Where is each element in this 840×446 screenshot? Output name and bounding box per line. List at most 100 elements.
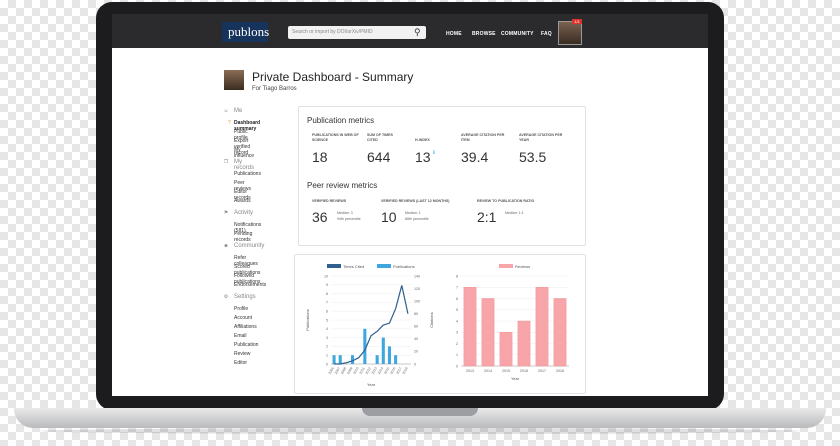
legend-swatch-publications [377, 264, 391, 268]
sidebar-item-endorsements[interactable]: Endorsements [234, 282, 267, 288]
sidebar-section-settings: Settings [234, 294, 256, 300]
x-tick-label: 2010 [352, 366, 359, 375]
laptop-base [14, 408, 826, 428]
user-avatar[interactable] [558, 21, 582, 45]
x-tick-label: 2014 [377, 366, 384, 375]
legend-label-publications: Publications [393, 264, 415, 269]
sidebar-item-followed-publications[interactable]: Followed publications [234, 273, 261, 285]
sidebar-item-notifications[interactable]: Notifications (581) [234, 222, 262, 234]
metric-label-review-ratio: REVIEW TO PUBLICATION RATIO [477, 199, 535, 203]
metric-note-median-12m: Median: 1 [405, 211, 421, 215]
sidebar-item-peer-reviews[interactable]: Peer reviews [234, 180, 251, 192]
publication-metrics-title: Publication metrics [307, 116, 375, 125]
x-tick-label: 2013 [466, 369, 474, 373]
sidebar-item-scored-publications[interactable]: Scored publications [234, 264, 261, 276]
notification-badge[interactable]: 1/1 [572, 19, 582, 24]
metric-value-avg-citation-item: 39.4 [461, 149, 489, 165]
sidebar-item-public-profile[interactable]: Public profile [234, 129, 248, 141]
metric-label-verified-reviews-12m: VERIFIED REVIEWS (LAST 12 MONTHS) [381, 199, 450, 203]
peer-review-metrics-title: Peer review metrics [307, 181, 378, 190]
sidebar-item-account[interactable]: Account [234, 315, 253, 321]
sidebar-item-awards[interactable]: Awards [234, 198, 251, 204]
x-tick-label: 2006 [328, 366, 335, 375]
nav-home[interactable]: HOME [446, 31, 462, 37]
x-tick-label: 2017 [538, 369, 546, 373]
sidebar-item-publication-settings[interactable]: Publication [234, 342, 259, 348]
review-bar [499, 332, 513, 367]
sidebar-item-export-record[interactable]: Export verified record [234, 138, 251, 156]
sidebar-item-review-settings[interactable]: Review [234, 351, 251, 357]
y-tick-label: 7 [456, 286, 458, 290]
y-tick-label: 7 [326, 301, 328, 305]
search-icon[interactable]: ⚲ [414, 27, 421, 37]
community-icon: ☻ [223, 243, 229, 249]
screen: publons Search or import by DOI/arXiv/PM… [112, 14, 708, 396]
publication-bar [381, 337, 385, 364]
x-tick-label: 2013 [371, 366, 378, 375]
x-tick-label: 2009 [346, 366, 353, 375]
y-tick-label: 6 [456, 297, 458, 301]
metric-note-percentile-12m: 88th percentile [405, 217, 429, 221]
metric-note-ratio-median: Median: 1:1 [505, 211, 524, 215]
y2-tick-label: 140 [414, 274, 420, 278]
sidebar-item-editor-settings[interactable]: Editor [234, 360, 248, 366]
x-tick-label: 2016 [520, 369, 528, 373]
metric-note-median: Median: 3 [337, 211, 353, 215]
legend-swatch-times-cited [327, 264, 341, 268]
top-nav-bar: publons Search or import by DOI/arXiv/PM… [112, 14, 708, 48]
sidebar-section-records: My records [234, 159, 255, 171]
y-tick-label: 3 [326, 336, 328, 340]
x-tick-label: 2008 [340, 366, 347, 375]
y-tick-label: 1 [326, 354, 328, 358]
sidebar-section-me: Me [234, 108, 243, 114]
sidebar-item-email[interactable]: Email [234, 333, 247, 339]
x-tick-label: 2015 [502, 369, 510, 373]
y-tick-label: 10 [324, 274, 328, 278]
metric-value-h-index: 13 [415, 149, 431, 165]
metric-value-times-cited: 644 [367, 149, 391, 165]
legend-swatch-reviews [499, 264, 513, 268]
metric-value-verified-reviews: 36 [312, 209, 328, 225]
y-tick-label: 8 [326, 292, 328, 296]
legend-label-times-cited: Times Cited [343, 264, 364, 269]
laptop-frame: publons Search or import by DOI/arXiv/PM… [96, 2, 724, 410]
sidebar-item-publications[interactable]: Publications [234, 171, 261, 177]
x-tick-label: 2012 [365, 366, 372, 375]
person-icon: ☺ [223, 108, 229, 114]
legend-label-reviews: Reviews [515, 264, 530, 269]
x-axis-label: Year [511, 376, 520, 381]
metric-value-avg-citation-year: 53.5 [519, 149, 547, 165]
publications-citations-chart: Times Cited Publications01234567891002040… [305, 264, 434, 387]
y-tick-label: 5 [456, 308, 458, 312]
review-bar [535, 287, 549, 367]
y-tick-label: 0 [326, 362, 328, 366]
sidebar-item-profile[interactable]: Profile [234, 306, 249, 312]
metric-label-publications: PUBLICATIONS IN WEB OF SCIENCE [312, 133, 359, 142]
sidebar-item-editor-records[interactable]: Editor records [234, 189, 251, 201]
search-input[interactable]: Search or import by DOI/arXiv/PMID [288, 26, 426, 39]
sidebar-item-affiliations[interactable]: Affiliations [234, 324, 257, 330]
nav-browse[interactable]: BROWSE [472, 31, 496, 37]
profile-avatar [224, 70, 244, 90]
y-tick-label: 2 [456, 342, 458, 346]
page-title: Private Dashboard - Summary [252, 70, 414, 84]
sidebar-item-dashboard-summary[interactable]: Dashboard summary [234, 120, 261, 132]
publication-bar [387, 346, 391, 364]
info-icon[interactable]: ℹ [433, 150, 435, 156]
sidebar-section-community: Community [234, 243, 265, 249]
metric-label-avg-citation-year: AVERAGE CITATION PER YEAR [519, 133, 563, 142]
sidebar-item-my-influence[interactable]: My influence [234, 147, 255, 159]
y2-tick-label: 60 [414, 325, 418, 329]
sidebar-item-refer-colleagues[interactable]: Refer colleagues [234, 255, 258, 267]
records-icon: ❐ [223, 159, 229, 165]
metric-value-verified-reviews-12m: 10 [381, 209, 397, 225]
nav-community[interactable]: COMMUNITY [501, 31, 534, 37]
page-subtitle: For Tiago Barros [252, 86, 297, 92]
sidebar-item-pending-records[interactable]: Pending records [234, 231, 253, 243]
nav-faq[interactable]: FAQ [541, 31, 552, 37]
y-tick-label: 1 [456, 353, 458, 357]
metric-label-verified-reviews: VERIFIED REVIEWS [312, 199, 347, 203]
metric-value-publications: 18 [312, 149, 328, 165]
publons-logo[interactable]: publons [222, 22, 269, 42]
review-bar [553, 298, 567, 367]
